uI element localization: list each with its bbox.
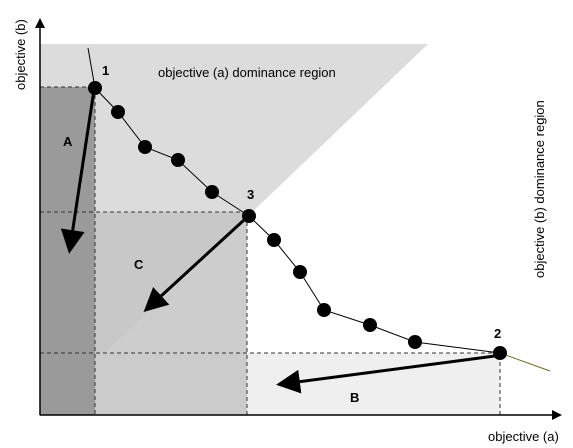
arrow-c — [143, 218, 246, 313]
arrow-a — [60, 89, 96, 254]
pareto-point — [205, 185, 219, 199]
pareto-points — [88, 81, 507, 360]
pareto-point — [363, 318, 377, 332]
pareto-point — [111, 105, 125, 119]
area-label-b: B — [350, 390, 359, 405]
pareto-point — [317, 303, 331, 317]
pareto-point — [293, 265, 307, 279]
y-axis-label: objective (b) — [13, 19, 28, 90]
pareto-point — [138, 140, 152, 154]
point-label-3: 3 — [247, 187, 254, 202]
arrow-b — [276, 354, 496, 394]
pareto-front-tail — [499, 352, 551, 372]
pareto-point — [242, 209, 256, 223]
area-label-a: A — [63, 134, 73, 149]
pareto-point — [171, 153, 185, 167]
area-label-c: C — [134, 257, 144, 272]
pareto-point — [493, 346, 507, 360]
x-axis-label: objective (a) — [488, 429, 559, 444]
pareto-point — [267, 233, 281, 247]
objective-b-dominance-label: objective (b) dominance region — [532, 100, 547, 278]
pareto-point — [408, 335, 422, 349]
pareto-point — [88, 81, 102, 95]
point-label-2: 2 — [494, 326, 501, 341]
point-label-1: 1 — [102, 63, 109, 78]
objective-a-dominance-label: objective (a) dominance region — [158, 65, 336, 80]
